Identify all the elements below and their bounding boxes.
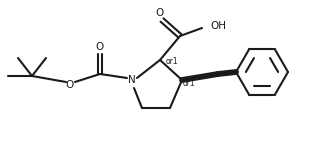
Text: O: O [66, 80, 74, 90]
Text: or1: or1 [166, 57, 179, 67]
Text: O: O [96, 42, 104, 52]
Text: O: O [156, 8, 164, 18]
Text: or1: or1 [183, 79, 196, 89]
Text: N: N [128, 75, 136, 85]
Text: OH: OH [210, 21, 226, 31]
